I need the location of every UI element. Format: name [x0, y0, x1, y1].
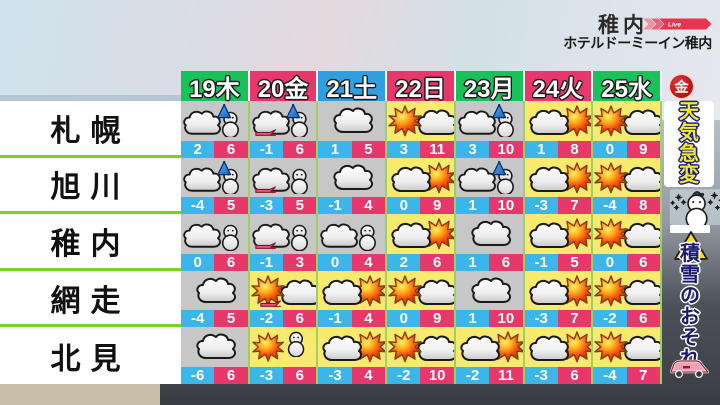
svg-text:Live: Live [668, 22, 681, 29]
